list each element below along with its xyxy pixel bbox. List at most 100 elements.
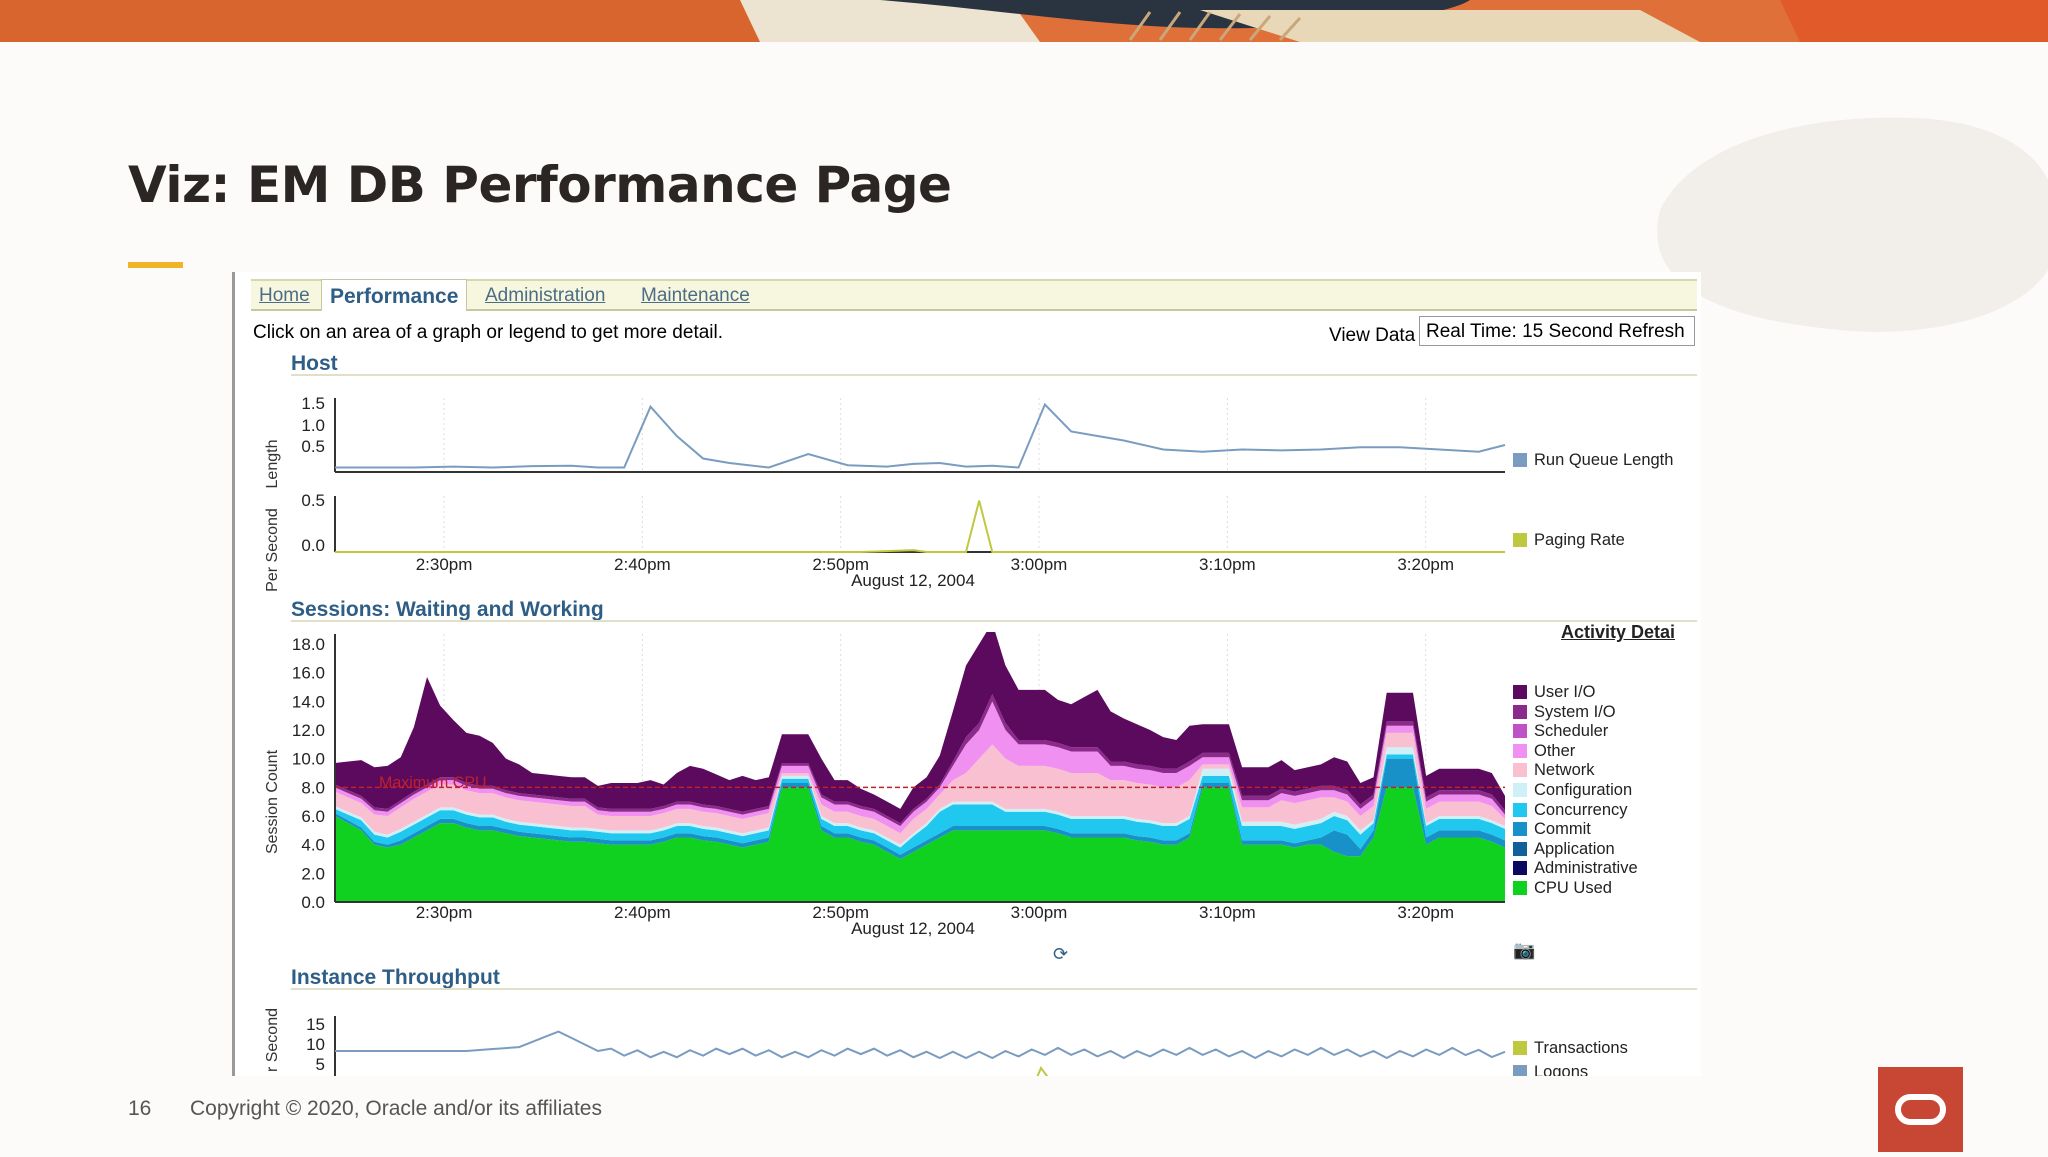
top-decorative-band bbox=[0, 0, 2048, 42]
legend-swatch bbox=[1513, 453, 1527, 467]
paging-tick: 0.5 bbox=[301, 491, 325, 510]
refresh-select[interactable]: Real Time: 15 Second Refresh bbox=[1419, 316, 1695, 346]
area-concurrency[interactable] bbox=[335, 754, 1505, 855]
legend-item[interactable]: Concurrency bbox=[1513, 800, 1628, 820]
legend-item[interactable]: User I/O bbox=[1513, 682, 1595, 702]
paging-grid bbox=[443, 496, 1427, 552]
area-configuration[interactable] bbox=[335, 747, 1505, 848]
legend-label: Transactions bbox=[1534, 1039, 1628, 1057]
legend-label: Commit bbox=[1534, 820, 1591, 839]
sessions-chart: Session Count 18.0 16.0 14.0 12.0 10.0 8.0 6.0… bbox=[264, 632, 1505, 938]
x-tick-label: 2:30pm bbox=[416, 555, 473, 574]
x-tick-label: 2:40pm bbox=[614, 555, 671, 574]
run-queue-tick: 0.5 bbox=[301, 437, 325, 456]
legend-item[interactable]: Other bbox=[1513, 741, 1575, 761]
run-queue-tick: 1.0 bbox=[301, 416, 325, 435]
logons-series-line[interactable] bbox=[1035, 1066, 1053, 1076]
legend-swatch bbox=[1513, 822, 1527, 837]
tab-home[interactable]: Home bbox=[259, 285, 310, 306]
y-tick-label: 2.0 bbox=[301, 864, 325, 883]
max-cpu-label: Maximum CPU bbox=[379, 774, 487, 791]
legend-label: Administrative bbox=[1534, 859, 1638, 878]
legend-swatch bbox=[1513, 685, 1527, 699]
y-tick-label: 0.0 bbox=[301, 893, 325, 912]
legend-item[interactable]: Administrative bbox=[1513, 858, 1638, 878]
legend-item[interactable]: Application bbox=[1513, 839, 1615, 859]
throughput-ylabel: r Second bbox=[264, 1008, 281, 1072]
throughput-section-header: Instance Throughput bbox=[291, 966, 500, 989]
legend-swatch bbox=[1513, 724, 1527, 739]
host-section-header: Host bbox=[291, 352, 338, 375]
tab-maintenance[interactable]: Maintenance bbox=[641, 285, 750, 306]
x-tick-label: 2:50pm bbox=[812, 903, 869, 922]
legend-label: Configuration bbox=[1534, 781, 1633, 799]
legend-swatch bbox=[1513, 802, 1527, 817]
x-tick-label: 2:40pm bbox=[614, 903, 671, 922]
y-tick-label: 18.0 bbox=[292, 635, 325, 654]
legend-label: User I/O bbox=[1534, 683, 1596, 701]
hint-text: Click on an area of a graph or legend to… bbox=[253, 322, 724, 343]
y-tick-label: 16.0 bbox=[292, 664, 325, 683]
legend-swatch bbox=[1513, 861, 1527, 876]
legend-label: Run Queue Length bbox=[1534, 451, 1674, 469]
transactions-series-line[interactable] bbox=[335, 1030, 1506, 1060]
legend-swatch bbox=[1513, 1041, 1527, 1055]
paging-ylabel: Per Second bbox=[264, 508, 281, 592]
legend-swatch bbox=[1513, 783, 1527, 797]
sessions-date-label: August 12, 2004 bbox=[851, 919, 975, 938]
throughput-tick: 5 bbox=[316, 1055, 325, 1074]
y-tick-label: 6.0 bbox=[301, 807, 325, 826]
legend-swatch bbox=[1513, 1065, 1527, 1076]
area-network[interactable] bbox=[335, 732, 1505, 845]
sessions-x-ticks: 2:30pm 2:40pm 2:50pm 3:00pm 3:10pm 3:20pm bbox=[416, 903, 1454, 922]
x-tick-label: 3:10pm bbox=[1199, 903, 1256, 922]
x-tick-label: 3:10pm bbox=[1199, 555, 1256, 574]
run-queue-grid bbox=[443, 398, 1427, 472]
refresh-icon[interactable]: ⟳ bbox=[1053, 944, 1069, 964]
title-accent-bar bbox=[128, 262, 183, 268]
legend-logons[interactable]: Logons bbox=[1513, 1062, 1588, 1076]
paging-series-line[interactable] bbox=[335, 500, 1505, 553]
x-tick-label: 2:30pm bbox=[416, 903, 473, 922]
tab-administration[interactable]: Administration bbox=[485, 285, 606, 306]
run-queue-series-line[interactable] bbox=[335, 402, 1506, 469]
tab-performance[interactable]: Performance bbox=[321, 279, 468, 311]
area-commit[interactable] bbox=[335, 758, 1505, 859]
slide-title: Viz: EM DB Performance Page bbox=[128, 156, 952, 214]
legend-label: Other bbox=[1534, 741, 1576, 760]
x-tick-label: 3:00pm bbox=[1011, 903, 1068, 922]
y-tick-label: 12.0 bbox=[292, 721, 325, 740]
activity-details-link[interactable]: Activity Detai bbox=[1561, 622, 1676, 642]
legend-label: System I/O bbox=[1534, 702, 1616, 721]
page-number: 16 bbox=[128, 1097, 152, 1120]
legend-item[interactable]: Network bbox=[1513, 760, 1595, 780]
legend-paging-rate[interactable]: Paging Rate bbox=[1513, 530, 1625, 550]
host-charts: Length 1.5 1.0 0.5 Per Second 0.5 0.0 2:… bbox=[264, 394, 1506, 592]
x-tick-label: 3:00pm bbox=[1011, 555, 1068, 574]
x-tick-label: 3:20pm bbox=[1397, 555, 1454, 574]
copyright-text: Copyright © 2020, Oracle and/or its affi… bbox=[190, 1097, 602, 1120]
throughput-tick: 10 bbox=[306, 1035, 325, 1054]
legend-item[interactable]: Scheduler bbox=[1513, 721, 1608, 741]
throughput-tick: 15 bbox=[306, 1015, 325, 1034]
legend-swatch bbox=[1513, 743, 1527, 758]
legend-run-queue[interactable]: Run Queue Length bbox=[1513, 450, 1673, 470]
sessions-stacked-areas[interactable] bbox=[335, 632, 1505, 902]
legend-swatch bbox=[1513, 881, 1527, 895]
area-user-i-o[interactable] bbox=[335, 632, 1505, 824]
legend-swatch bbox=[1513, 841, 1527, 856]
area-cpu-used[interactable] bbox=[335, 787, 1505, 902]
legend-transactions[interactable]: Transactions bbox=[1513, 1038, 1628, 1058]
legend-item[interactable]: System I/O bbox=[1513, 702, 1616, 722]
y-tick-label: 4.0 bbox=[301, 836, 325, 855]
legend-item[interactable]: Configuration bbox=[1513, 780, 1632, 800]
x-tick-label: 3:20pm bbox=[1397, 903, 1454, 922]
y-tick-label: 8.0 bbox=[301, 778, 325, 797]
legend-item[interactable]: CPU Used bbox=[1513, 878, 1612, 898]
area-other[interactable] bbox=[335, 701, 1505, 834]
x-tick-label: 2:50pm bbox=[812, 555, 869, 574]
sessions-ylabel: Session Count bbox=[264, 749, 281, 854]
camera-icon[interactable]: 📷 bbox=[1513, 940, 1536, 960]
legend-item[interactable]: Commit bbox=[1513, 819, 1591, 839]
sessions-section-header: Sessions: Waiting and Working bbox=[291, 598, 604, 621]
